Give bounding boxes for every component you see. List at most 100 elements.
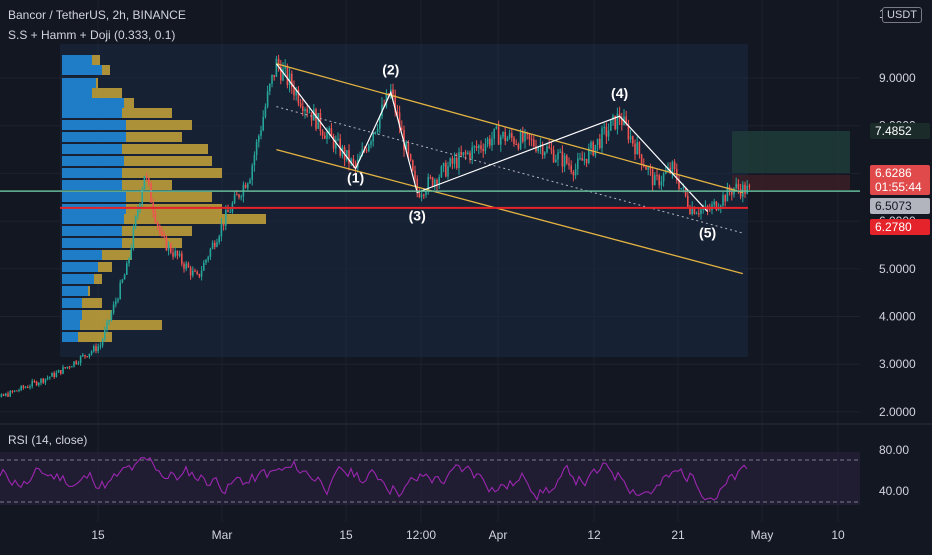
elliott-wave-path	[275, 63, 709, 212]
candle-body	[154, 212, 157, 223]
candle-body	[350, 158, 352, 164]
candle-body	[420, 194, 423, 198]
price-label-badge	[870, 123, 930, 139]
candle-body	[207, 256, 209, 260]
x-tick-label: 15	[91, 528, 105, 542]
candle-body	[240, 196, 242, 198]
candle-body	[176, 250, 179, 256]
candle-body	[284, 66, 286, 69]
candle-body	[442, 163, 445, 167]
candle-body	[581, 158, 583, 161]
candle-body	[53, 373, 55, 377]
candle-body	[181, 253, 183, 264]
candle-body	[517, 144, 520, 149]
candle-body	[508, 133, 511, 138]
candle-body	[561, 151, 564, 167]
candle-body	[453, 157, 456, 164]
candle-body	[405, 142, 407, 150]
indicator-legend[interactable]: S.S + Hamm + Doji (0.333, 0.1)	[8, 28, 176, 42]
candle-body	[731, 192, 733, 195]
candle-body	[563, 155, 566, 167]
candle-body	[335, 139, 337, 149]
volume-profile-bar	[62, 226, 122, 236]
x-tick-label: 15	[339, 528, 353, 542]
candle-body	[636, 142, 638, 155]
candle-body	[99, 345, 102, 347]
candle-body	[722, 195, 724, 206]
candle-body	[374, 131, 377, 134]
candle-body	[515, 143, 517, 145]
candle-body	[16, 390, 18, 392]
candle-body	[95, 346, 97, 352]
volume-profile-bar	[88, 286, 90, 296]
candle-body	[392, 89, 394, 95]
candle-body	[348, 150, 350, 164]
candle-body	[403, 130, 405, 150]
candle-body	[163, 235, 165, 237]
candle-body	[607, 130, 610, 137]
candle-body	[218, 236, 220, 243]
volume-profile-bar	[62, 132, 126, 142]
candle-body	[187, 263, 190, 268]
candle-body	[194, 270, 196, 272]
candle-body	[522, 132, 524, 142]
volume-profile-bar	[124, 214, 266, 224]
candle-body	[471, 147, 473, 159]
candle-body	[255, 141, 258, 156]
candle-body	[121, 279, 124, 283]
volume-profile-bar	[126, 132, 182, 142]
candle-body	[649, 167, 652, 170]
candle-body	[330, 128, 333, 137]
candle-body	[480, 145, 482, 150]
candle-body	[291, 73, 293, 88]
candle-body	[326, 132, 328, 139]
candle-body	[79, 356, 82, 364]
channel-upper-line	[276, 63, 743, 194]
candle-body	[238, 194, 240, 198]
candle-body	[306, 109, 308, 113]
candle-body	[150, 183, 152, 203]
symbol-legend[interactable]: Bancor / TetherUS, 2h, BINANCE	[8, 8, 186, 22]
candle-body	[502, 131, 504, 137]
candle-body	[244, 184, 247, 189]
candle-body	[18, 390, 20, 392]
candle-body	[220, 223, 223, 237]
volume-profile-bar	[102, 250, 132, 260]
candle-body	[537, 147, 539, 152]
candle-body	[361, 149, 363, 156]
candle-body	[273, 74, 275, 77]
volume-profile-bar	[62, 65, 102, 75]
candle-body	[695, 213, 698, 215]
candle-body	[308, 112, 311, 114]
candle-body	[172, 252, 174, 257]
volume-profile	[62, 55, 266, 342]
volume-profile-bar	[62, 120, 126, 130]
candle-body	[396, 111, 399, 113]
candle-body	[126, 263, 128, 275]
candle-body	[104, 329, 106, 340]
candle-body	[372, 133, 374, 142]
candle-body	[332, 136, 335, 149]
rsi-legend[interactable]: RSI (14, close)	[8, 433, 88, 447]
candle-body	[108, 320, 110, 322]
candle-body	[693, 207, 696, 214]
currency-badge[interactable]: USDT	[882, 7, 922, 23]
candle-body	[277, 58, 280, 67]
volume-profile-bar	[62, 298, 82, 308]
candle-body	[416, 178, 418, 193]
candle-body	[654, 175, 656, 186]
candle-body	[566, 155, 568, 164]
candle-body	[233, 194, 236, 204]
candle-body	[588, 148, 590, 164]
candle-body	[134, 216, 137, 228]
volume-profile-bar	[62, 78, 96, 88]
candle-body	[691, 207, 693, 215]
candle-body	[90, 351, 93, 354]
candle-body	[462, 152, 465, 156]
candle-body	[451, 158, 454, 164]
candle-body	[407, 142, 410, 155]
candle-body	[460, 152, 462, 156]
candle-body	[185, 263, 187, 269]
